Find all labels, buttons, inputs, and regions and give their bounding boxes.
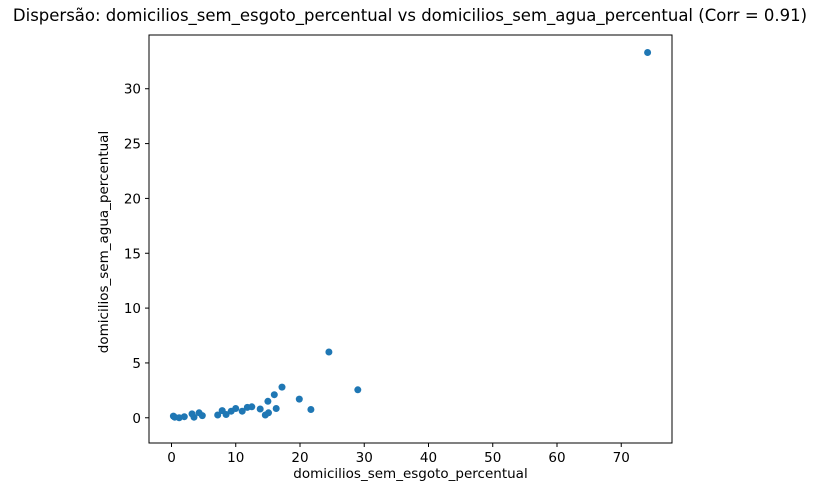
x-tick-label: 30 [356, 450, 373, 466]
y-axis-label: domicilios_sem_agua_percentual [96, 130, 112, 354]
data-point [325, 348, 333, 356]
y-tick-label: 20 [124, 191, 141, 207]
data-point [270, 391, 278, 399]
data-point [278, 383, 286, 391]
data-point [180, 413, 188, 421]
x-tick-label: 70 [613, 450, 630, 466]
data-point [256, 405, 264, 413]
data-point [214, 411, 222, 419]
data-point [238, 407, 246, 415]
data-point [198, 412, 206, 420]
data-point [354, 386, 362, 394]
x-tick-label: 40 [420, 450, 437, 466]
plot-border [148, 34, 673, 444]
x-axis-label: domicilios_sem_esgoto_percentual [293, 466, 528, 482]
data-point [232, 405, 240, 412]
data-point [264, 397, 272, 405]
y-tick-label: 30 [124, 82, 141, 98]
data-point [295, 395, 303, 403]
data-point [190, 413, 198, 421]
x-tick-label: 50 [484, 450, 501, 466]
y-tick-label: 5 [132, 356, 141, 372]
data-point [248, 403, 256, 411]
data-point [644, 49, 652, 56]
y-tick-label: 10 [124, 301, 141, 317]
x-tick-label: 20 [291, 450, 308, 466]
data-point [222, 411, 230, 418]
x-tick-label: 0 [167, 450, 176, 466]
y-tick-label: 25 [124, 137, 141, 153]
data-point [272, 405, 280, 412]
data-point [307, 406, 315, 413]
y-tick-label: 15 [124, 246, 141, 262]
y-tick-label: 0 [132, 411, 141, 427]
x-tick-label: 10 [227, 450, 244, 466]
data-point [265, 409, 272, 417]
x-tick-label: 60 [548, 450, 565, 466]
chart-title: Dispersão: domicilios_sem_esgoto_percent… [12, 6, 808, 25]
